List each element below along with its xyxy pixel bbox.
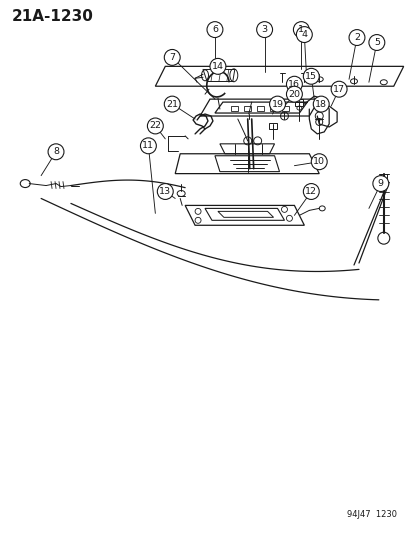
- Circle shape: [303, 183, 318, 199]
- Bar: [282, 106, 289, 111]
- Circle shape: [348, 30, 364, 45]
- Bar: [230, 106, 237, 111]
- Text: 19: 19: [271, 100, 283, 109]
- Bar: [295, 99, 303, 106]
- Text: 17: 17: [332, 85, 344, 94]
- Circle shape: [157, 183, 173, 199]
- Circle shape: [311, 154, 326, 169]
- Circle shape: [286, 76, 301, 92]
- Circle shape: [164, 96, 180, 112]
- Text: 1: 1: [298, 25, 304, 34]
- Circle shape: [164, 50, 180, 66]
- Text: 14: 14: [211, 62, 223, 71]
- Text: 20: 20: [288, 90, 300, 99]
- Text: 15: 15: [304, 72, 316, 81]
- Circle shape: [48, 144, 64, 160]
- Bar: [256, 106, 263, 111]
- Text: 12: 12: [304, 187, 316, 196]
- Circle shape: [296, 27, 311, 43]
- Circle shape: [140, 138, 156, 154]
- Bar: [243, 106, 250, 111]
- Text: 9: 9: [377, 179, 383, 188]
- Text: 8: 8: [53, 147, 59, 156]
- Text: 2: 2: [353, 33, 359, 42]
- Text: 11: 11: [142, 141, 154, 150]
- Circle shape: [209, 59, 225, 74]
- Text: 4: 4: [301, 30, 306, 39]
- Circle shape: [256, 22, 272, 37]
- Text: 18: 18: [314, 100, 326, 109]
- Circle shape: [269, 96, 285, 112]
- Text: 16: 16: [288, 80, 300, 88]
- Bar: [268, 123, 276, 129]
- Circle shape: [313, 96, 328, 112]
- Circle shape: [303, 68, 318, 84]
- Circle shape: [286, 86, 301, 102]
- Text: 5: 5: [373, 38, 379, 47]
- Circle shape: [368, 35, 384, 51]
- Circle shape: [206, 22, 222, 37]
- Circle shape: [147, 118, 163, 134]
- Text: 21A-1230: 21A-1230: [11, 9, 93, 24]
- Text: 94J47  1230: 94J47 1230: [346, 510, 396, 519]
- Circle shape: [293, 22, 309, 37]
- Text: 10: 10: [313, 157, 325, 166]
- Text: 21: 21: [166, 100, 178, 109]
- Circle shape: [330, 81, 346, 97]
- Text: 13: 13: [159, 187, 171, 196]
- Circle shape: [372, 175, 388, 191]
- Text: 7: 7: [169, 53, 175, 62]
- Text: 6: 6: [211, 25, 217, 34]
- Text: 22: 22: [149, 122, 161, 131]
- Bar: [269, 106, 276, 111]
- Text: 3: 3: [261, 25, 267, 34]
